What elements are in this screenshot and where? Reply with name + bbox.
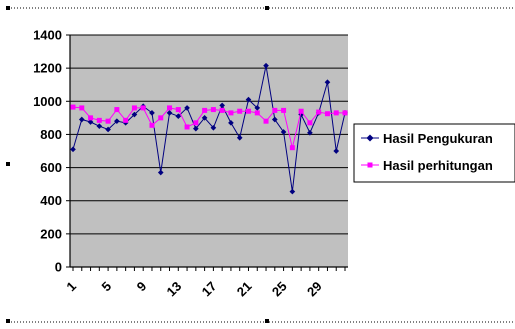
x-tick-label: 13 bbox=[164, 279, 185, 300]
legend-label-hasil-pengukuran: Hasil Pengukuran bbox=[383, 131, 493, 146]
data-point bbox=[324, 111, 330, 117]
x-tick-label: 29 bbox=[304, 279, 325, 300]
data-point bbox=[149, 122, 155, 128]
data-point bbox=[333, 110, 339, 116]
data-point bbox=[245, 108, 251, 114]
legend-label-hasil-perhitungan: Hasil perhitungan bbox=[383, 158, 493, 173]
data-point bbox=[87, 119, 94, 125]
data-point bbox=[175, 107, 181, 113]
data-point bbox=[289, 188, 296, 195]
data-point bbox=[281, 107, 287, 113]
x-tick-label: 9 bbox=[134, 279, 150, 295]
data-point bbox=[184, 105, 190, 111]
data-point bbox=[131, 105, 137, 111]
legend-item-hasil-pengukuran: Hasil Pengukuran bbox=[361, 131, 493, 146]
data-point bbox=[166, 110, 173, 116]
plot-area-group: 0 200 400 600 800 1000 1200 1400 1 5 9 13 17 21 25 29 bbox=[33, 28, 348, 300]
data-point bbox=[289, 145, 295, 151]
data-point bbox=[219, 102, 225, 109]
legend-marker-diamond-icon bbox=[366, 134, 374, 142]
legend-box bbox=[353, 123, 515, 183]
y-tick-label: 400 bbox=[40, 193, 62, 208]
data-point bbox=[307, 129, 313, 136]
data-point bbox=[157, 169, 164, 176]
x-tick-label: 1 bbox=[63, 279, 79, 295]
data-point bbox=[193, 120, 199, 126]
data-point bbox=[202, 107, 208, 113]
x-tick-label: 17 bbox=[199, 279, 220, 300]
plot-area bbox=[70, 35, 348, 267]
data-point bbox=[219, 107, 225, 113]
x-tick-label: 25 bbox=[269, 279, 290, 300]
data-point bbox=[254, 110, 260, 116]
data-point bbox=[114, 118, 120, 124]
data-point bbox=[78, 116, 85, 123]
y-tick-label: 1400 bbox=[33, 28, 62, 43]
resize-handle-top-middle[interactable] bbox=[265, 6, 269, 10]
data-point bbox=[245, 96, 252, 103]
y-tick-label: 1000 bbox=[33, 94, 62, 109]
data-point bbox=[333, 148, 340, 154]
data-point bbox=[237, 108, 243, 114]
data-point bbox=[105, 118, 111, 124]
data-point bbox=[236, 134, 243, 141]
data-point bbox=[342, 110, 348, 116]
resize-handle-bottom-left[interactable] bbox=[6, 319, 10, 323]
data-point bbox=[167, 105, 173, 111]
data-point bbox=[298, 108, 304, 114]
data-point bbox=[228, 110, 234, 116]
resize-handle-middle-left[interactable] bbox=[6, 162, 10, 166]
data-point bbox=[70, 146, 76, 153]
data-point bbox=[210, 124, 217, 131]
data-point bbox=[184, 124, 190, 130]
x-tick-label: 21 bbox=[234, 279, 255, 300]
resize-handle-bottom-middle[interactable] bbox=[265, 319, 269, 323]
y-tick-label: 800 bbox=[40, 127, 62, 142]
series-group bbox=[70, 62, 348, 195]
axes bbox=[69, 35, 348, 268]
x-axis-ticks: 1 5 9 13 17 21 25 29 bbox=[63, 267, 346, 300]
legend-marker-square-icon bbox=[367, 162, 373, 168]
legend[interactable]: Hasil Pengukuran Hasil perhitungan bbox=[353, 123, 515, 183]
data-point bbox=[307, 120, 313, 126]
data-point bbox=[96, 117, 102, 123]
y-axis-ticks: 0 200 400 600 800 1000 1200 1400 bbox=[33, 28, 70, 275]
data-point bbox=[70, 104, 76, 110]
data-point bbox=[280, 129, 287, 135]
data-point bbox=[324, 79, 331, 86]
series-hasil-perhitungan bbox=[70, 104, 348, 151]
data-point bbox=[210, 107, 216, 113]
data-point bbox=[201, 115, 208, 121]
y-tick-label: 200 bbox=[40, 226, 62, 241]
data-point bbox=[263, 118, 269, 124]
data-point bbox=[175, 113, 182, 120]
y-tick-label: 0 bbox=[55, 260, 62, 275]
data-point bbox=[193, 125, 199, 132]
data-point bbox=[228, 120, 234, 126]
data-point bbox=[271, 116, 278, 123]
data-point bbox=[272, 107, 278, 113]
y-tick-label: 1200 bbox=[33, 61, 62, 76]
data-point bbox=[79, 105, 85, 111]
y-tick-label: 600 bbox=[40, 160, 62, 175]
data-point bbox=[254, 105, 261, 111]
data-point bbox=[131, 111, 138, 118]
data-point bbox=[140, 105, 146, 111]
resize-handle-top-left[interactable] bbox=[6, 6, 10, 10]
x-tick-label: 5 bbox=[98, 279, 114, 295]
data-point bbox=[114, 107, 120, 113]
legend-item-hasil-perhitungan: Hasil perhitungan bbox=[361, 158, 493, 173]
data-point bbox=[158, 115, 164, 121]
data-point bbox=[88, 115, 94, 121]
gridlines bbox=[70, 34, 348, 235]
data-point bbox=[149, 110, 155, 116]
data-point bbox=[316, 109, 322, 115]
data-point bbox=[123, 117, 129, 123]
